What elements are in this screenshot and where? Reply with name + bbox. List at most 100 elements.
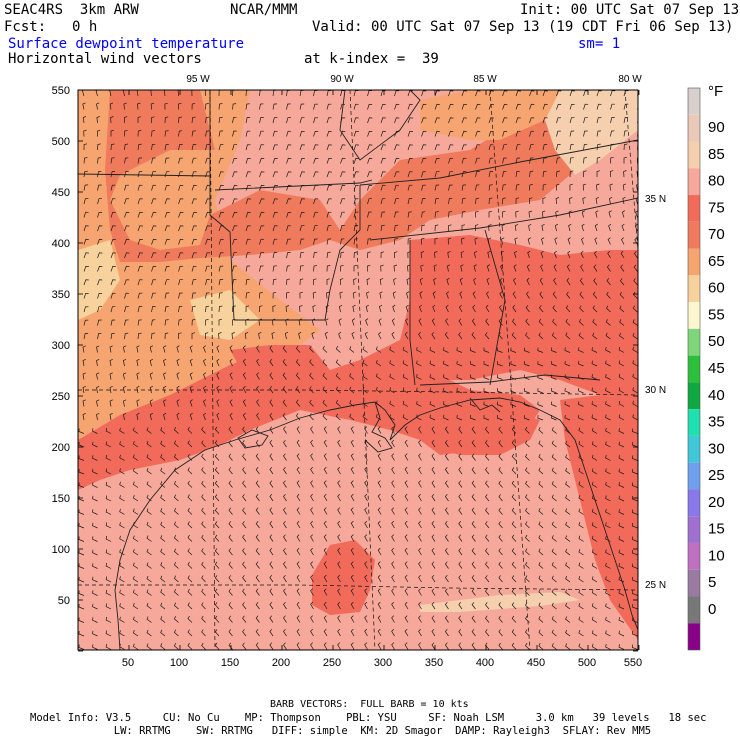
wind-barb — [137, 143, 142, 151]
wind-barb — [448, 157, 454, 164]
wind-barb — [444, 466, 449, 475]
wind-barb — [191, 102, 196, 110]
wind-barb — [538, 562, 544, 569]
wind-barb — [591, 535, 598, 542]
wind-barb — [578, 454, 584, 461]
wind-barb — [404, 453, 409, 461]
wind-barb — [471, 426, 476, 434]
wind-barb — [187, 615, 193, 623]
wind-barb — [578, 360, 584, 367]
wind-barb — [618, 360, 625, 367]
wind-barb — [605, 576, 611, 583]
wind-barb — [515, 157, 521, 164]
wind-barb — [151, 265, 157, 272]
wind-barb — [105, 616, 112, 623]
wind-barb — [160, 467, 166, 475]
wind-barb — [461, 157, 467, 164]
wind-barb — [160, 602, 166, 610]
wind-barb — [380, 157, 386, 164]
x-tick-100: 100 — [170, 657, 188, 669]
wind-barb — [296, 439, 301, 448]
wind-barb — [178, 130, 183, 137]
wind-barb — [623, 103, 629, 110]
wind-barb — [285, 305, 290, 313]
wind-barb — [110, 265, 116, 272]
wind-barb — [205, 292, 210, 299]
wind-barb — [97, 252, 103, 259]
wind-barb — [286, 252, 291, 259]
colorbar-swatch — [688, 141, 700, 169]
wind-barb — [565, 548, 571, 556]
wind-barb — [83, 184, 89, 191]
wind-barb — [323, 547, 328, 556]
x-tick-450: 450 — [527, 657, 545, 669]
wind-barb — [242, 548, 247, 556]
wind-barb — [255, 520, 260, 529]
wind-barb — [173, 602, 179, 610]
wind-barb — [529, 170, 534, 178]
wind-barb — [283, 480, 287, 488]
wind-barb — [566, 264, 571, 272]
wind-barb — [255, 628, 260, 637]
wind-barb — [201, 494, 206, 502]
wind-barb — [353, 103, 359, 110]
wind-barb — [610, 103, 615, 110]
wind-barb — [232, 278, 237, 286]
wind-barb — [218, 318, 222, 326]
wind-barb — [173, 643, 179, 650]
wind-barb — [124, 265, 130, 272]
wind-barb — [513, 264, 517, 272]
wind-barb — [592, 332, 598, 340]
wind-barb — [405, 304, 409, 313]
wind-barb — [151, 332, 155, 340]
wind-barb — [119, 468, 125, 475]
wind-barb — [456, 360, 463, 367]
wind-barb — [164, 198, 170, 205]
wind-barb — [404, 480, 409, 488]
wind-barb — [282, 413, 287, 421]
wind-barb — [245, 171, 251, 178]
x-tick-200: 200 — [272, 657, 290, 669]
wind-barb — [510, 388, 517, 394]
colorbar-level: 10 — [708, 547, 725, 564]
wind-barb — [551, 332, 557, 340]
wind-barb — [353, 238, 358, 245]
wind-barb — [259, 103, 264, 110]
wind-barb — [488, 171, 494, 178]
wind-barb — [362, 413, 368, 421]
wind-barb — [434, 224, 439, 232]
wind-barb — [191, 238, 197, 245]
wind-barb — [82, 399, 86, 407]
wind-barb — [218, 265, 224, 272]
wind-barb — [245, 305, 250, 313]
wind-barb — [228, 440, 233, 448]
wind-barb — [569, 90, 575, 97]
wind-barb — [110, 143, 115, 151]
wind-barb — [595, 196, 599, 205]
wind-barb — [187, 507, 193, 515]
wind-barb — [173, 467, 179, 475]
wind-barb — [82, 372, 86, 380]
wind-barb — [609, 183, 613, 191]
wind-barb — [529, 117, 535, 124]
wind-barb — [299, 265, 304, 272]
wind-barb — [189, 399, 193, 407]
wind-barb — [498, 575, 503, 583]
wind-barb — [310, 453, 314, 461]
wind-barb — [203, 399, 207, 407]
wind-barb — [511, 332, 517, 340]
wind-barb — [326, 251, 331, 259]
wind-barb — [461, 171, 467, 178]
wind-barb — [632, 509, 638, 515]
wind-barb — [605, 387, 611, 394]
wind-barb — [394, 251, 398, 258]
wind-barb — [580, 264, 584, 272]
wind-barb — [176, 358, 180, 367]
wind-barb — [472, 304, 476, 313]
wind-barb — [323, 439, 328, 448]
wind-barb — [551, 616, 557, 623]
colorbar-swatch — [688, 168, 700, 196]
wind-barb — [353, 225, 359, 232]
y-tick-200: 200 — [52, 442, 70, 454]
wind-barb — [591, 374, 598, 380]
